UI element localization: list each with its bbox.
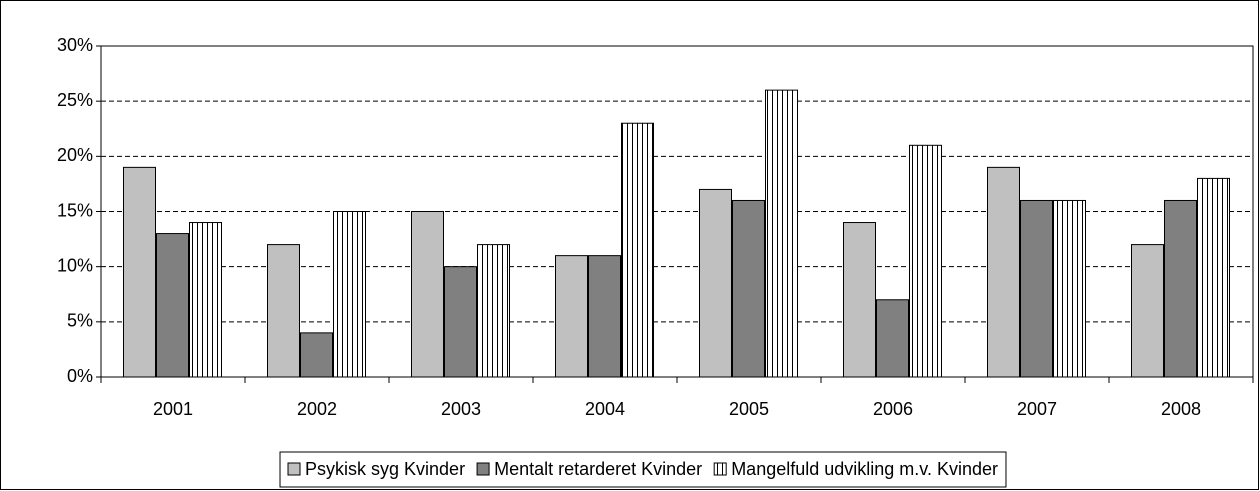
legend-label: Mangelfuld udvikling m.v. Kvinder [731, 459, 998, 479]
bar [843, 222, 876, 378]
bar [555, 255, 588, 378]
bar [765, 89, 798, 378]
legend-label: Mentalt retarderet Kvinder [494, 459, 702, 479]
legend: Psykisk syg Kvinder Mentalt retarderet Kv… [279, 451, 1007, 488]
x-tick-label: 2004 [585, 399, 625, 419]
bar [699, 188, 732, 378]
y-tick-label: 30% [57, 35, 93, 55]
bar [987, 166, 1020, 378]
y-tick-label: 20% [57, 145, 93, 165]
bar [909, 144, 942, 378]
bar [1053, 199, 1086, 378]
legend-box [279, 451, 1007, 488]
x-tick-label: 2003 [441, 399, 481, 419]
bar [411, 211, 444, 378]
x-tick-label: 2002 [297, 399, 337, 419]
y-tick-label: 15% [57, 200, 93, 220]
x-tick-label: 2005 [729, 399, 769, 419]
legend-swatch [287, 462, 301, 476]
x-tick-label: 2008 [1161, 399, 1201, 419]
bar [444, 266, 477, 378]
y-tick-label: 10% [57, 255, 93, 275]
bar [267, 244, 300, 378]
bar [1164, 199, 1197, 378]
bar [300, 332, 333, 378]
bar [1197, 177, 1230, 378]
bar [123, 166, 156, 378]
bar [189, 222, 222, 378]
bar [477, 244, 510, 378]
bar [876, 299, 909, 378]
bar [156, 233, 189, 378]
bar [588, 255, 621, 378]
bar [621, 122, 654, 378]
y-tick-label: 0% [67, 366, 93, 386]
legend-swatch [476, 462, 490, 476]
y-tick-label: 25% [57, 90, 93, 110]
bar [333, 211, 366, 378]
y-tick-label: 5% [67, 311, 93, 331]
bar [1131, 244, 1164, 378]
x-tick-label: 2006 [873, 399, 913, 419]
x-tick-label: 2007 [1017, 399, 1057, 419]
legend-swatch [713, 462, 727, 476]
bar [732, 199, 765, 378]
legend-label: Psykisk syg Kvinder [305, 459, 465, 479]
x-tick-label: 2001 [153, 399, 193, 419]
plot-border [100, 45, 1254, 378]
bar [1020, 199, 1053, 378]
